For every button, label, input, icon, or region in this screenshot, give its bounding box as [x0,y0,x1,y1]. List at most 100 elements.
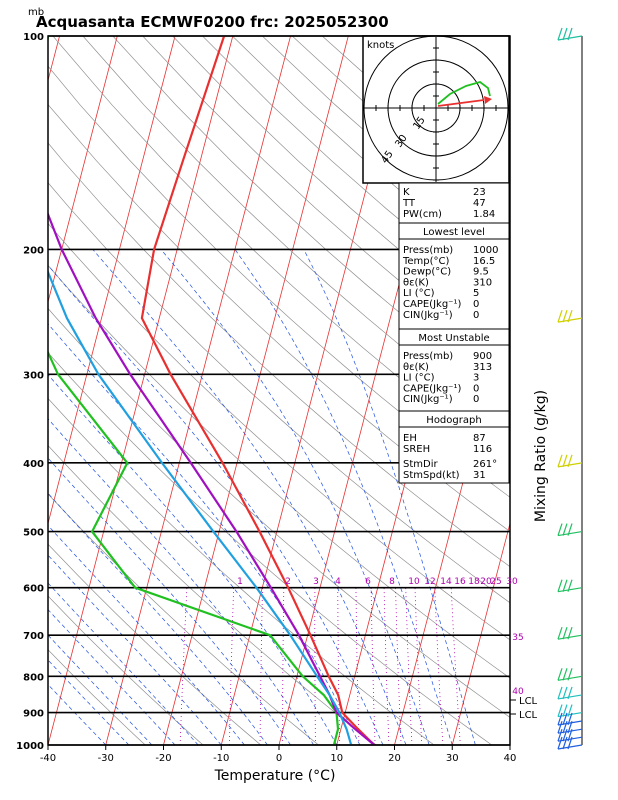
isotherm [0,36,2,745]
mixing-ratio-value: 40 [512,687,524,697]
wind-barb-flag [557,523,563,536]
index-label: Dewp(°C) [403,267,451,278]
wind-barb-flag [557,309,563,323]
indices-heading: Hodograph [426,415,481,426]
isotherm [48,36,118,304]
mixing-ratio-value: 3 [313,577,319,587]
wind-barb [557,317,583,323]
moist-adiabat [48,374,338,745]
x-tick-label: 20 [388,753,401,764]
dry-adiabat [48,104,510,532]
wind-barb-flag [557,27,563,41]
pressure-tick-label: 800 [23,672,44,683]
wind-barb-flag [557,736,563,750]
profile-curves [48,36,376,745]
temperature-line [140,36,376,745]
pressure-tick-label: 300 [23,370,44,381]
wind-barb [557,694,583,700]
index-value: 313 [473,362,492,373]
wind-barb-flag [567,736,573,750]
wind-barb-flag [562,668,568,681]
pressure-tick-label: 1000 [16,741,44,752]
index-value: 0 [473,310,479,321]
wind-barb-flag [562,309,568,323]
moist-adiabat [48,492,268,745]
wind-barb-flag [557,668,563,681]
wind-barbs [557,27,583,750]
index-label: EH [403,433,417,444]
mixing-ratio-value: 18 [468,577,480,587]
wind-barb-flag [562,27,568,41]
mixing-ratio-value: 6 [365,577,371,587]
wind-barb-flag [567,309,573,323]
wind-barb-flag [567,626,573,640]
dry-adiabat [48,444,377,745]
wind-barb-flag [557,626,563,640]
index-value: 0 [473,299,479,310]
dry-adiabat [48,649,146,745]
x-tick-label: -30 [98,753,114,764]
moist-adiabat [48,418,314,745]
wind-barb [557,587,583,593]
index-value: 5 [473,288,479,299]
wind-barb-flag [567,712,573,726]
indices-box [398,410,510,484]
indices-heading: Lowest level [423,227,485,238]
wind-barb-flag [557,454,563,468]
wind-barb-flag [567,579,573,592]
mixing-ratio-line [414,587,423,745]
wind-barb-flag [567,454,573,468]
mixing-ratio-value: 20 [480,577,492,587]
index-value: 3 [473,373,479,384]
index-value: 23 [473,187,486,198]
index-value: 16.5 [473,256,495,267]
dry-adiabat [48,493,319,745]
index-label: CIN(Jkg⁻¹) [403,394,453,405]
x-tick-label: 30 [446,753,459,764]
mixing-ratio-value: 16 [454,577,466,587]
x-tick-label: 40 [504,753,517,764]
index-label: Press(mb) [403,351,453,362]
mixing-ratio-value: 25 [490,577,501,587]
hodograph-trace [437,81,491,105]
x-tick-label: -10 [213,753,229,764]
index-label: CIN(Jkg⁻¹) [403,310,453,321]
dry-adiabat [48,182,510,604]
wind-barb-flag [562,686,568,700]
wind-barb-flag [562,626,568,640]
mixing-ratio-value: 12 [424,577,435,587]
lcl-label-1: LCL [519,696,538,707]
wind-barb-flag [567,704,573,717]
indices-box [398,222,510,330]
index-value: 31 [473,470,486,481]
mixing-ratio-value: 10 [408,577,420,587]
indices-panel: K 23 TT 47 PW(cm) 1.84 Lowest level Press(mb) 10… [398,182,510,484]
mixing-ratio-label: Mixing Ratio (g/kg) [533,390,549,522]
wind-barb-flag [562,454,568,468]
index-label: θε(K) [403,362,429,373]
moist-adiabat [48,323,361,745]
moist-adiabat [48,634,153,745]
moist-adiabat [48,684,107,745]
index-value: 1.84 [473,209,495,220]
dry-adiabat [48,595,204,745]
parcel-line [48,211,376,745]
index-label: StmSpd(kt) [403,470,460,481]
dry-adiabat [82,36,510,432]
lcl-label-2: LCL [519,710,538,721]
wind-barb-flag [567,721,573,734]
wetbulb-line [48,269,353,745]
dry-adiabat [52,36,510,465]
x-axis-label: Temperature (°C) [214,768,336,784]
pressure-tick-label: 600 [23,584,44,595]
index-value: 87 [473,433,486,444]
chart-title: Acquasanta ECMWF0200 frc: 2025052300 [36,13,389,31]
wind-barb [557,35,583,41]
mixing-ratio-value: 1 [237,577,243,587]
x-axis: -40 -30 -20 -10 0 10 20 30 40 [40,745,517,764]
x-tick-label: 10 [330,753,343,764]
index-value: 261° [473,459,497,470]
wind-barb-flag [557,579,563,592]
wind-barb-flag [557,686,563,700]
